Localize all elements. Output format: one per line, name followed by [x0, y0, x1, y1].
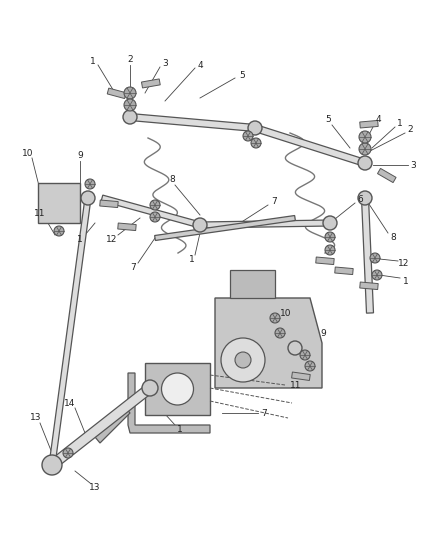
- Polygon shape: [200, 220, 330, 228]
- Circle shape: [243, 131, 253, 141]
- Text: 9: 9: [320, 328, 326, 337]
- Circle shape: [305, 361, 315, 371]
- Circle shape: [248, 121, 262, 135]
- Polygon shape: [254, 125, 366, 166]
- Circle shape: [372, 270, 382, 280]
- Polygon shape: [95, 407, 130, 443]
- Text: 1: 1: [177, 424, 183, 433]
- Circle shape: [358, 191, 372, 205]
- Text: 7: 7: [130, 263, 136, 272]
- Text: 10: 10: [22, 149, 34, 157]
- Circle shape: [162, 373, 194, 405]
- Text: 13: 13: [89, 482, 101, 491]
- Text: 4: 4: [375, 116, 381, 125]
- Polygon shape: [360, 120, 378, 128]
- Polygon shape: [101, 195, 201, 228]
- Text: 4: 4: [197, 61, 203, 69]
- Polygon shape: [292, 372, 310, 381]
- Circle shape: [288, 341, 302, 355]
- Polygon shape: [130, 114, 255, 132]
- Text: 1: 1: [397, 118, 403, 127]
- Text: 5: 5: [239, 70, 245, 79]
- Circle shape: [63, 448, 73, 458]
- Polygon shape: [215, 298, 322, 388]
- Circle shape: [124, 99, 136, 111]
- Circle shape: [359, 131, 371, 143]
- Polygon shape: [107, 88, 126, 99]
- Circle shape: [370, 253, 380, 263]
- Circle shape: [85, 179, 95, 189]
- Circle shape: [235, 352, 251, 368]
- Text: 14: 14: [64, 399, 76, 408]
- Circle shape: [54, 226, 64, 236]
- Polygon shape: [360, 282, 378, 289]
- Polygon shape: [128, 373, 210, 433]
- Circle shape: [325, 232, 335, 242]
- Text: 11: 11: [290, 381, 302, 390]
- Text: 1: 1: [189, 255, 195, 264]
- Polygon shape: [49, 198, 91, 465]
- Text: 3: 3: [410, 160, 416, 169]
- Polygon shape: [361, 198, 374, 313]
- Circle shape: [150, 200, 160, 210]
- Circle shape: [150, 212, 160, 222]
- Polygon shape: [378, 168, 396, 183]
- Circle shape: [325, 245, 335, 255]
- Circle shape: [359, 143, 371, 155]
- Polygon shape: [100, 200, 118, 207]
- Circle shape: [300, 350, 310, 360]
- Circle shape: [270, 313, 280, 323]
- Text: 12: 12: [106, 235, 118, 244]
- Text: 3: 3: [162, 59, 168, 68]
- Circle shape: [251, 138, 261, 148]
- Text: 1: 1: [77, 235, 83, 244]
- Text: 5: 5: [325, 116, 331, 125]
- Text: 11: 11: [34, 208, 46, 217]
- Polygon shape: [141, 79, 160, 88]
- Text: 13: 13: [30, 413, 42, 422]
- Polygon shape: [155, 215, 295, 240]
- Text: 8: 8: [169, 175, 175, 184]
- Polygon shape: [118, 223, 136, 231]
- Polygon shape: [316, 257, 334, 264]
- Text: 10: 10: [280, 309, 292, 318]
- Text: 2: 2: [407, 125, 413, 134]
- Text: 6: 6: [357, 195, 363, 204]
- FancyBboxPatch shape: [230, 270, 275, 298]
- Text: 9: 9: [77, 150, 83, 159]
- Text: 1: 1: [90, 56, 96, 66]
- Polygon shape: [335, 267, 353, 274]
- Text: 8: 8: [390, 232, 396, 241]
- Circle shape: [193, 218, 207, 232]
- Circle shape: [358, 156, 372, 170]
- Circle shape: [123, 110, 137, 124]
- Circle shape: [81, 191, 95, 205]
- Circle shape: [323, 216, 337, 230]
- Polygon shape: [49, 384, 153, 469]
- Text: 7: 7: [261, 408, 267, 417]
- Circle shape: [42, 455, 62, 475]
- Text: 2: 2: [127, 55, 133, 64]
- Text: 7: 7: [271, 197, 277, 206]
- Circle shape: [221, 338, 265, 382]
- Circle shape: [275, 328, 285, 338]
- Text: 12: 12: [398, 260, 410, 269]
- Circle shape: [124, 87, 136, 99]
- Polygon shape: [145, 363, 210, 415]
- Text: 1: 1: [403, 277, 409, 286]
- Circle shape: [142, 380, 158, 396]
- Polygon shape: [38, 183, 80, 223]
